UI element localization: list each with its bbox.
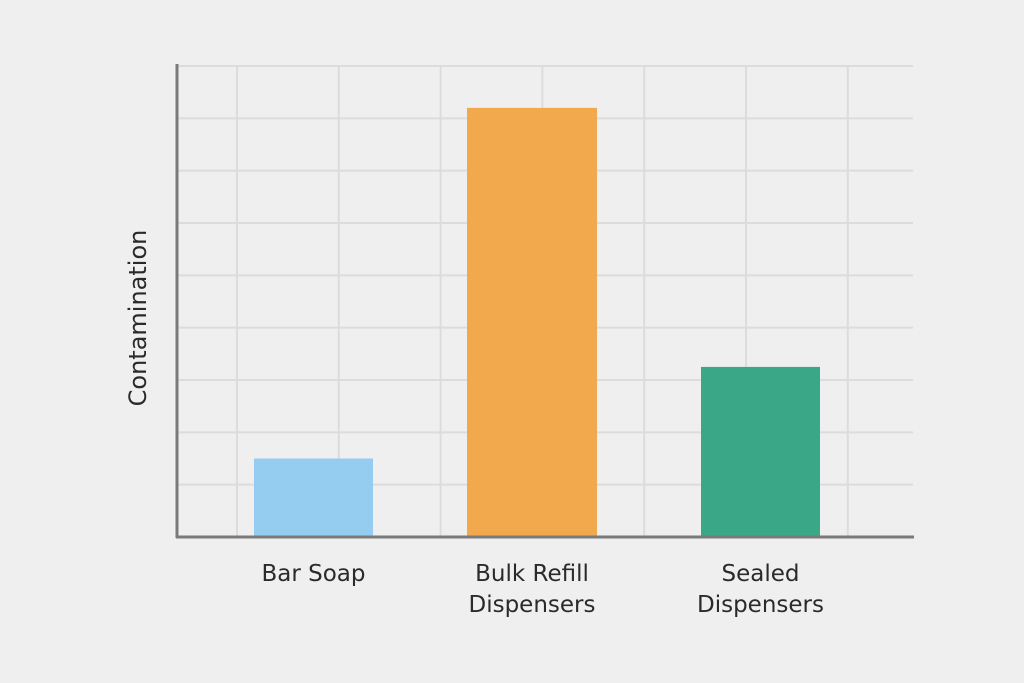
x-tick-label: Bulk Refill [475, 561, 589, 587]
y-axis-label: Contamination [124, 230, 152, 407]
x-tick-label: Dispensers [469, 592, 596, 618]
x-tick-label: Sealed [722, 561, 800, 587]
bars [254, 107, 820, 537]
bar-0 [254, 458, 373, 537]
x-tick-labels: Bar Soap Bulk Refill Dispensers Sealed Dispe… [261, 561, 824, 618]
bar-1 [467, 107, 597, 537]
x-tick-label: Bar Soap [261, 561, 365, 587]
x-tick-label: Dispensers [697, 592, 824, 618]
bar-2 [701, 366, 820, 537]
